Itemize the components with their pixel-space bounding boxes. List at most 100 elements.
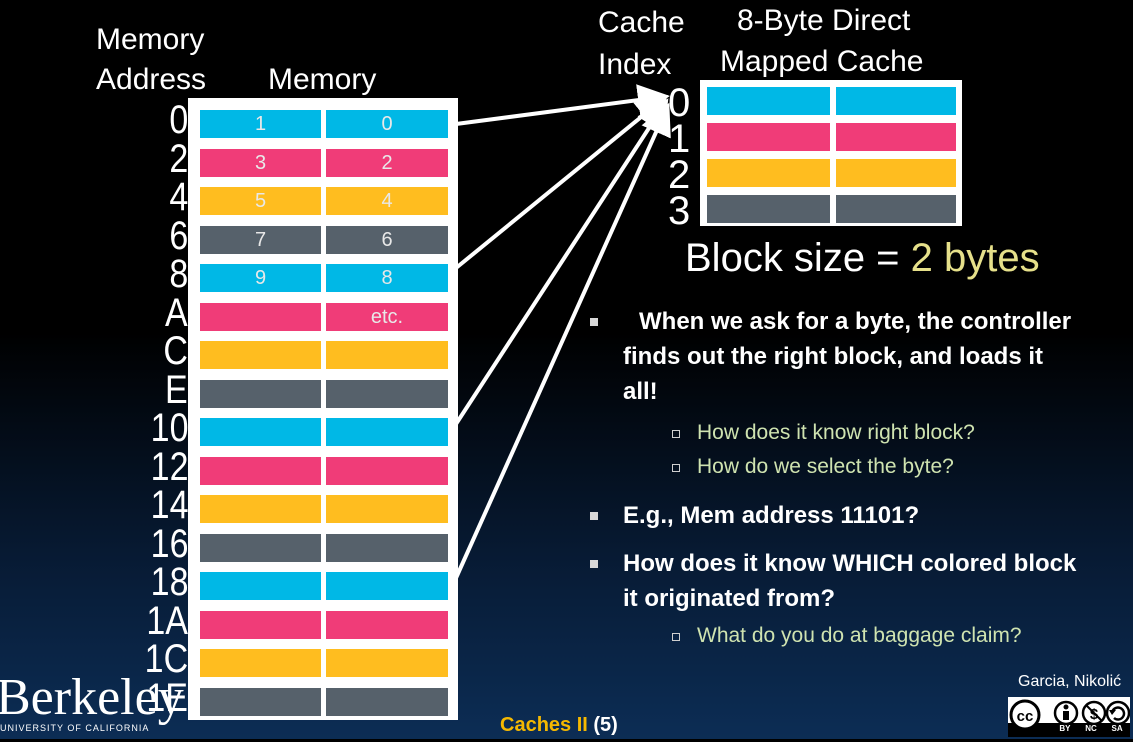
memory-address-E: E [165,367,188,412]
memory-block: 1 0 3 2 5 4 7 6 9 8 etc. [188,98,458,720]
memory-byte-1A-left [200,610,321,639]
memory-address-A: A [165,290,188,335]
memory-byte-1C-right [326,649,448,677]
memory-byte-6-right: 6 [326,225,448,254]
cache-index-2: 2 [668,153,691,197]
bullet-marker-3 [672,464,680,472]
memory-byte-1C-left [200,649,321,677]
arrow-addr-8-to-index-0 [454,94,669,270]
memory-byte-0-right: 0 [326,110,448,138]
bullet-1: When we ask for a byte, the controller f… [623,308,1072,405]
slide-footer-title: Caches II (5) [500,714,618,737]
cache-line-2-byte-0 [707,159,830,187]
bullet-3: How do we select the byte? [697,455,954,478]
cc-license-labels: BY NC SA [1052,724,1130,733]
memory-byte-8-right: 8 [326,264,448,292]
memory-byte-A-left [200,302,321,331]
creative-commons-badge: cc $ BY NC SA [1008,697,1131,737]
cc-icon-glyph: cc [1017,708,1034,725]
cache-line-2-byte-1 [836,159,956,187]
memory-byte-C-left [200,341,321,369]
cc-license-icons: cc $ [1008,697,1131,737]
arrow-addr-10-to-index-0 [454,98,669,426]
cache-title-line1: 8-Byte Direct [737,4,911,37]
cache-line-0-byte-1 [836,87,956,115]
memory-byte-4-right: 4 [326,187,448,215]
bullet-6: What do you do at baggage claim? [697,624,1022,647]
bullet-2: How does it know right block? [697,421,975,444]
bullet-4: E.g., Mem address 11101? [623,502,920,529]
block-size-value: 2 bytes [910,236,1040,280]
memory-address-18: 18 [150,560,188,604]
cache-line-3-byte-1 [836,195,956,223]
author: Garcia, Nikolić [1018,673,1122,690]
memory-address-1C: 1C [144,637,188,681]
memory-byte-10-right [326,418,448,446]
memory-address-6: 6 [169,213,188,258]
block-size-label: Block size = [685,236,911,280]
cache-index-0: 0 [668,81,691,125]
memory-byte-14-left [200,495,321,523]
bullet-marker-6 [672,633,680,641]
memory-byte-1E-left [200,687,321,716]
memory-address-1A: 1A [146,598,188,643]
bullet-marker-1 [590,318,598,326]
memory-byte-10-left [200,418,321,446]
bullet-marker-2 [672,430,680,438]
memory-byte-16-right [326,533,448,562]
license-sa: SA [1111,724,1123,733]
memory-byte-E-right [326,379,448,408]
footer-title: Caches II [500,714,588,736]
memory-byte-12-right [326,456,448,485]
berkeley-logo: Berkeley [0,669,184,726]
memory-address-4: 4 [169,175,188,219]
memory-byte-14-right [326,495,448,523]
memory-address-C: C [163,329,188,373]
cc-icon [1009,699,1041,731]
memory-address-10: 10 [150,406,188,450]
memory-byte-6-left: 7 [200,225,321,254]
memory-address-header-line1: Memory [96,23,205,56]
cache-index-3: 3 [668,189,691,233]
memory-byte-2-right: 2 [326,148,448,177]
memory-byte-1E-right [326,687,448,716]
slide-number: (5) [593,714,618,736]
memory-address-header-line2: Address [96,63,207,96]
bullet-5: How does it know WHICH colored block it … [623,550,1077,612]
memory-byte-12-left [200,456,321,485]
cache-line-1-byte-1 [836,123,956,151]
license-by: BY [1059,724,1071,733]
memory-byte-A-right: etc. [326,302,448,331]
memory-header: Memory [268,63,377,96]
memory-byte-0-left: 1 [200,110,321,138]
memory-byte-4-left: 5 [200,187,321,215]
memory-byte-18-left [200,572,321,600]
memory-address-0: 0 [169,98,188,142]
arrow-addr-18-to-index-0 [454,102,671,579]
bullet-marker-5 [590,560,598,568]
memory-byte-8-left: 9 [200,264,321,292]
license-nc: NC [1085,724,1097,733]
memory-address-2: 2 [169,136,188,181]
berkeley-logo-subtitle: UNIVERSITY OF CALIFORNIA [0,723,150,733]
memory-byte-1A-right [326,610,448,639]
sa-icon [1105,700,1131,726]
arrow-addr-0-to-index-0 [455,84,670,126]
memory-address-12: 12 [150,444,188,489]
cache-line-0-byte-0 [707,87,830,115]
bullet-marker-4 [590,512,598,520]
block-size-text: Block size = 2 bytes [685,236,1040,281]
memory-byte-2-left: 3 [200,148,321,177]
cache-title-line2: Mapped Cache [720,45,924,78]
cache-line-1-byte-0 [707,123,830,151]
memory-address-14: 14 [150,483,188,527]
memory-byte-C-right [326,341,448,369]
direct-mapped-cache [700,80,962,226]
cache-index-header-line1: Cache [598,6,685,39]
memory-byte-E-left [200,379,321,408]
memory-address-8: 8 [169,252,188,296]
cache-index-header-line2: Index [598,48,672,81]
memory-address-1E: 1E [146,675,188,720]
memory-byte-16-left [200,533,321,562]
